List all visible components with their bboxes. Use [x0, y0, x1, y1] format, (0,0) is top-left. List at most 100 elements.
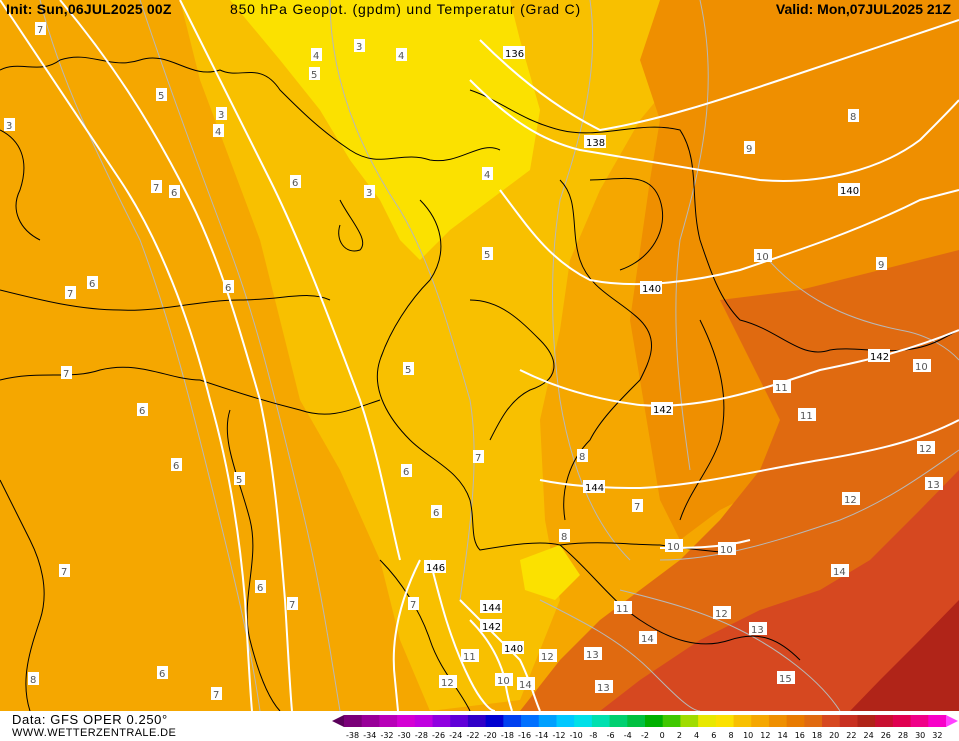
legend-label: 30 — [915, 731, 925, 740]
svg-text:14: 14 — [519, 680, 532, 691]
legend-label: -14 — [535, 731, 548, 740]
temp-label: 7 — [211, 687, 222, 701]
svg-text:15: 15 — [779, 674, 792, 685]
legend-swatch — [892, 715, 912, 727]
temp-label: 6 — [223, 280, 234, 294]
svg-text:11: 11 — [616, 604, 629, 615]
geopotential-labels: 136 138 140 140 142 142 144 146 144 142 … — [424, 46, 890, 655]
legend-label: 28 — [898, 731, 908, 740]
svg-text:6: 6 — [171, 188, 177, 199]
geopot-label: 136 — [503, 46, 525, 60]
svg-text:6: 6 — [173, 461, 179, 472]
legend-swatch — [822, 715, 841, 727]
svg-text:5: 5 — [405, 365, 411, 376]
geopot-label: 146 — [424, 560, 446, 574]
svg-text:6: 6 — [257, 583, 263, 594]
temp-label: 8 — [848, 109, 859, 123]
svg-text:8: 8 — [30, 675, 36, 686]
legend-swatch — [397, 715, 416, 727]
temp-label: 8 — [577, 449, 588, 463]
svg-text:11: 11 — [775, 383, 788, 394]
legend-swatch — [645, 715, 664, 727]
svg-text:13: 13 — [751, 625, 764, 636]
legend-swatch — [591, 715, 611, 727]
legend-swatch — [521, 715, 540, 727]
temp-label: 9 — [744, 141, 755, 155]
svg-text:7: 7 — [37, 25, 43, 36]
svg-text:12: 12 — [919, 444, 932, 455]
svg-text:5: 5 — [484, 250, 490, 261]
svg-text:12: 12 — [715, 609, 728, 620]
legend-swatch — [467, 715, 487, 727]
temp-label: 6 — [157, 666, 168, 680]
svg-text:7: 7 — [153, 183, 159, 194]
temp-label: 10 — [495, 673, 513, 687]
legend-label: -38 — [346, 731, 359, 740]
svg-text:144: 144 — [585, 483, 604, 494]
geopot-label: 142 — [480, 619, 502, 633]
svg-text:146: 146 — [426, 563, 445, 574]
svg-text:9: 9 — [746, 144, 752, 155]
temp-label: 10 — [913, 359, 931, 373]
valid-time: Valid: Mon,07JUL2025 21Z — [775, 1, 951, 17]
temp-label: 4 — [396, 48, 407, 62]
temp-label: 11 — [614, 601, 632, 615]
temp-label: 4 — [311, 48, 322, 62]
svg-text:138: 138 — [586, 138, 605, 149]
temperature-fill-layer — [0, 0, 959, 711]
temp-label: 6 — [169, 185, 180, 199]
svg-text:3: 3 — [366, 188, 372, 199]
svg-text:10: 10 — [915, 362, 928, 373]
legend-swatch — [538, 715, 557, 727]
temp-label: 6 — [87, 276, 98, 290]
legend-swatch — [751, 715, 770, 727]
geopot-label: 140 — [838, 183, 860, 197]
legend-label: 22 — [846, 731, 856, 740]
svg-text:140: 140 — [504, 644, 523, 655]
temp-label: 11 — [461, 649, 479, 663]
svg-text:5: 5 — [311, 70, 317, 81]
legend-swatch — [680, 715, 699, 727]
weather-map: 7 3 4 5 4 3 5 3 4 8 9 7 6 6 3 4 5 7 6 6 … — [0, 0, 959, 711]
legend-label: 20 — [829, 731, 839, 740]
temp-label: 5 — [482, 247, 493, 261]
svg-text:10: 10 — [497, 676, 510, 687]
legend-swatch — [733, 715, 752, 727]
svg-text:10: 10 — [667, 542, 680, 553]
temp-label: 9 — [876, 257, 887, 271]
legend-swatch — [556, 715, 575, 727]
legend-swatch — [875, 715, 894, 727]
geopot-label: 140 — [640, 281, 662, 295]
svg-text:12: 12 — [541, 652, 554, 663]
svg-text:13: 13 — [927, 480, 940, 491]
svg-text:13: 13 — [597, 683, 610, 694]
map-title: 850 hPa Geopot. (gpdm) und Temperatur (G… — [230, 1, 581, 17]
temp-label: 7 — [151, 180, 162, 194]
temp-label: 7 — [632, 499, 643, 513]
temp-label: 14 — [517, 677, 535, 691]
temp-label: 5 — [403, 362, 414, 376]
temp-label: 6 — [290, 175, 301, 189]
map-header: Init: Sun,06JUL2025 00Z 850 hPa Geopot. … — [0, 0, 959, 20]
svg-text:3: 3 — [6, 121, 12, 132]
temp-label: 15 — [777, 671, 795, 685]
legend-label: 26 — [881, 731, 891, 740]
temp-label: 13 — [584, 647, 602, 661]
temp-label: 13 — [749, 622, 767, 636]
svg-text:140: 140 — [840, 186, 859, 197]
temp-label: 6 — [401, 464, 412, 478]
legend-label: 4 — [694, 731, 699, 740]
legend-label: -2 — [641, 731, 649, 740]
svg-text:12: 12 — [441, 678, 454, 689]
svg-text:7: 7 — [634, 502, 640, 513]
svg-text:6: 6 — [292, 178, 298, 189]
svg-text:10: 10 — [720, 545, 733, 556]
temperature-isolines — [39, 0, 959, 711]
svg-text:5: 5 — [158, 91, 164, 102]
legend-swatch — [414, 715, 434, 727]
legend-swatch — [768, 715, 788, 727]
temperature-legend-bar — [332, 715, 958, 727]
svg-text:7: 7 — [410, 600, 416, 611]
geopot-label: 142 — [868, 349, 890, 363]
temp-label: 7 — [59, 564, 70, 578]
